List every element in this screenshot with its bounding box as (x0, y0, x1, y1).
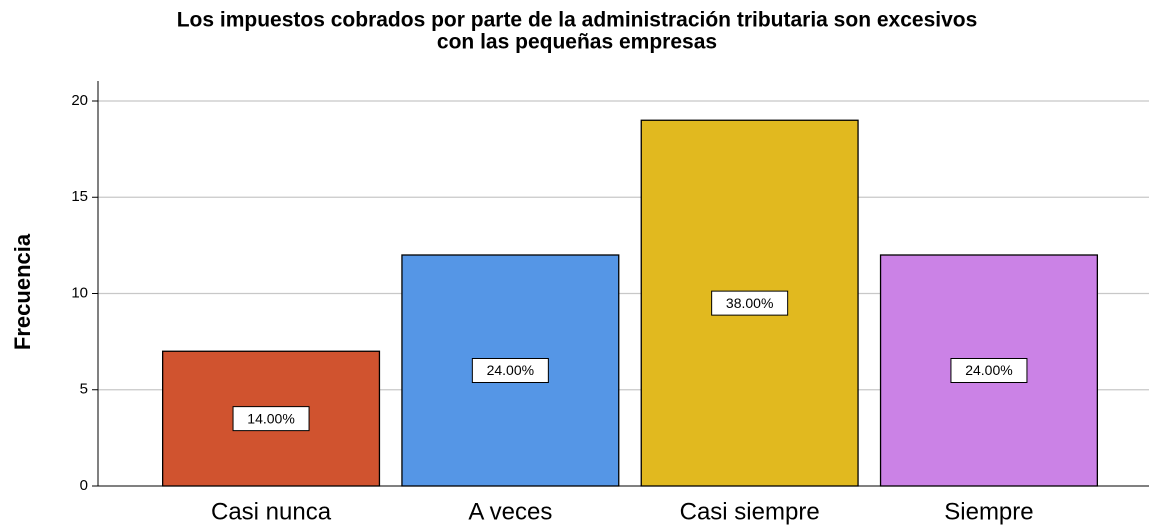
x-tick-label: Siempre (944, 498, 1033, 525)
chart-title: con las pequeñas empresas (437, 31, 717, 54)
y-tick-label: 15 (71, 188, 88, 205)
data-label-box (232, 406, 310, 432)
y-tick-label: 20 (71, 92, 88, 109)
x-tick-label: Casi siempre (680, 498, 820, 525)
data-label: 24.00% (487, 362, 534, 378)
data-label: 38.00% (726, 295, 773, 311)
y-tick-label: 5 (80, 381, 88, 398)
data-label-box (950, 358, 1028, 383)
y-axis-label: Frecuencia (10, 233, 35, 350)
x-tick-label: A veces (468, 498, 552, 525)
y-tick-label: 0 (80, 477, 88, 494)
data-label-box (471, 358, 549, 383)
data-label: 24.00% (965, 362, 1012, 378)
chart-title: Los impuestos cobrados por parte de la a… (177, 9, 978, 32)
x-tick-label: Casi nunca (211, 498, 332, 525)
data-label: 14.00% (247, 410, 294, 426)
data-label-box (711, 290, 789, 316)
y-tick-label: 10 (71, 284, 88, 301)
